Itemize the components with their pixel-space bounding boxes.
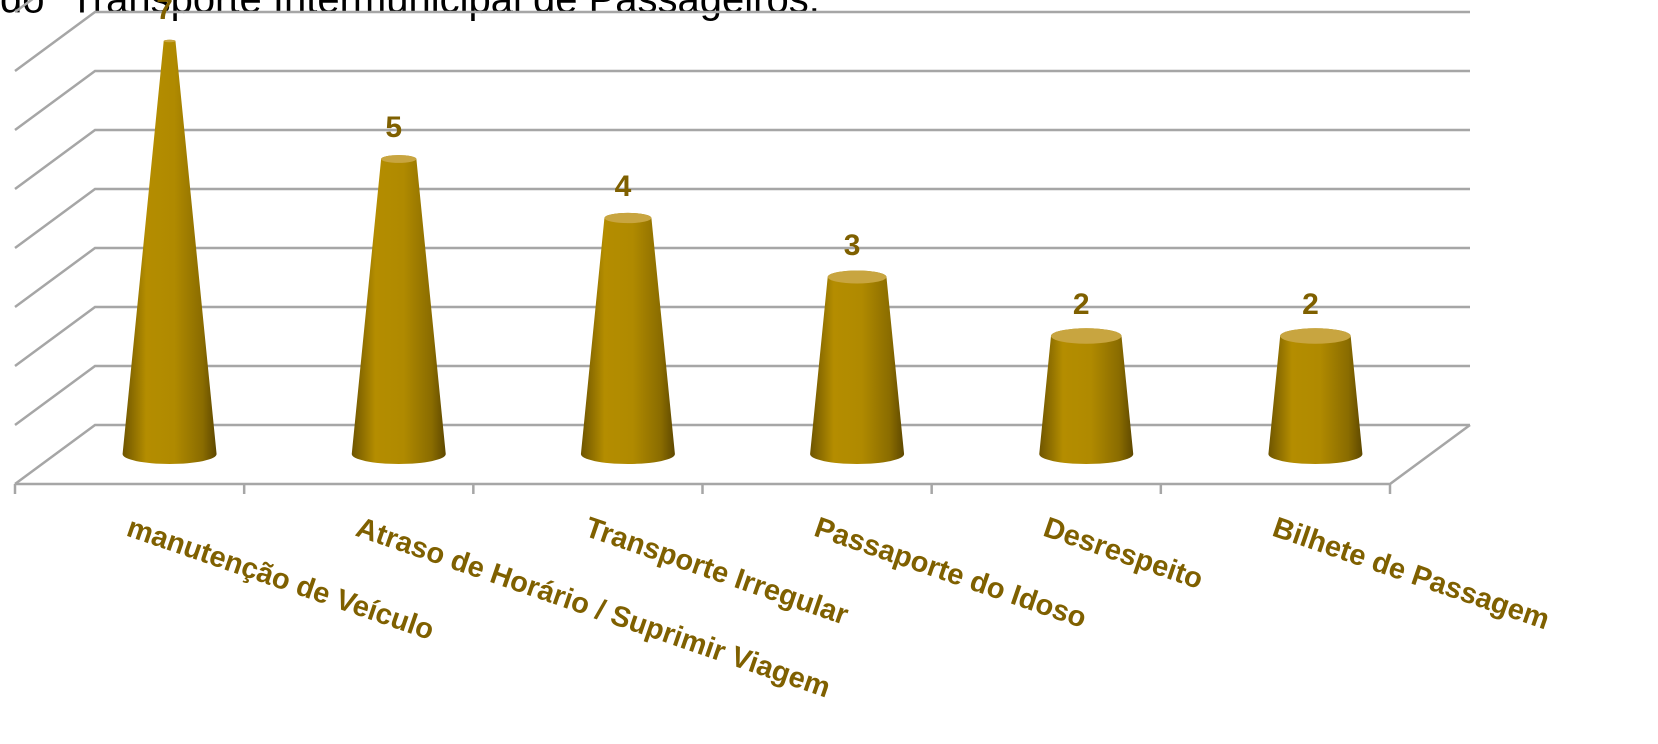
grid-line (14, 305, 1470, 368)
cone-top (381, 155, 417, 163)
cone-top (604, 212, 652, 224)
cone (1268, 328, 1363, 464)
grid-line (14, 187, 1470, 250)
grid-line (14, 10, 1470, 73)
grid-line (14, 128, 1470, 191)
cone-top (827, 270, 887, 284)
cone (351, 155, 446, 464)
grid-line (14, 246, 1470, 309)
grid-line (14, 423, 1470, 486)
value-label: 2 (1302, 288, 1319, 321)
cone-top (1280, 328, 1351, 344)
cone (810, 270, 905, 464)
value-label: 7 (156, 0, 173, 26)
cone-top (1051, 328, 1122, 344)
value-label: 4 (615, 170, 632, 203)
cone (1039, 328, 1134, 464)
cone (580, 212, 675, 464)
value-label: 2 (1073, 288, 1090, 321)
floor-edge (15, 423, 1471, 486)
x-tick-label: Bilhete de Passagem (1269, 512, 1554, 637)
value-label: 3 (844, 229, 861, 262)
value-label: 5 (385, 111, 402, 144)
x-tick-label: Desrespeito (1039, 512, 1206, 596)
grid-line (14, 69, 1470, 132)
grid-line (14, 364, 1470, 427)
cone-top (163, 39, 176, 43)
cone (122, 39, 217, 464)
